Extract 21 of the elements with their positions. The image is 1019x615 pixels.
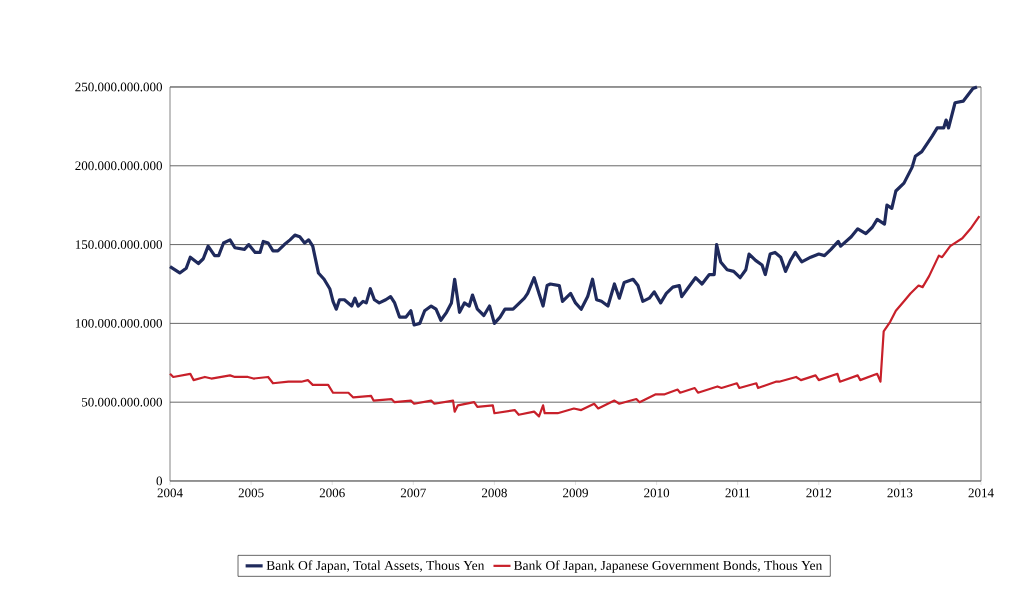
y-tick-label: 200.000.000.000 xyxy=(75,161,163,171)
x-tick-label: 2006 xyxy=(319,488,345,498)
y-tick-label: 250.000.000.000 xyxy=(75,82,163,92)
x-tick-label: 2014 xyxy=(968,488,994,498)
x-tick-label: 2013 xyxy=(887,488,913,498)
x-tick-label: 2007 xyxy=(400,488,426,498)
legend-label: Bank Of Japan, Total Assets, Thous Yen xyxy=(266,560,485,573)
line-series xyxy=(168,85,979,327)
x-tick-label: 2012 xyxy=(806,488,832,498)
x-tick-label: 2004 xyxy=(157,488,183,498)
y-tick-label: 100.000.000.000 xyxy=(75,318,163,328)
x-tick-label: 2009 xyxy=(563,488,588,498)
y-tick-label: 150.000.000.000 xyxy=(75,240,163,249)
x-tick-label: 2011 xyxy=(725,488,750,498)
x-tick-label: 2010 xyxy=(644,488,670,498)
y-tick-label: 0 xyxy=(156,476,163,486)
x-tick-label: 2008 xyxy=(481,488,507,498)
line-series xyxy=(168,215,981,418)
x-tick-label: 2005 xyxy=(238,488,264,498)
legend-label: Bank Of Japan, Japanese Government Bonds, Thous Yen xyxy=(513,560,823,573)
y-tick-label: 50.000.000.000 xyxy=(82,397,163,407)
